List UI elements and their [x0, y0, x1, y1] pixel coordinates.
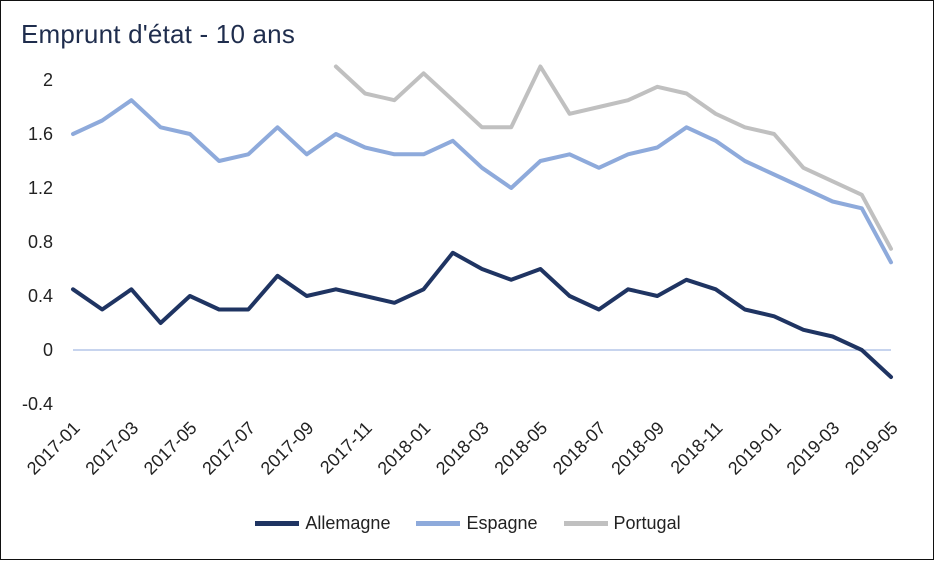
y-tick-label: 0.4 [28, 286, 53, 306]
x-tick-label: 2019-05 [841, 418, 902, 479]
x-tick-label: 2018-07 [549, 418, 610, 479]
x-tick-label: 2018-05 [490, 418, 551, 479]
legend-label: Espagne [466, 513, 538, 533]
x-tick-label: 2018-03 [432, 418, 493, 479]
x-tick-label: 2017-05 [140, 418, 201, 479]
x-tick-label: 2019-03 [783, 418, 844, 479]
x-tick-label: 2019-01 [724, 418, 785, 479]
x-tick-label: 2018-01 [374, 418, 435, 479]
x-tick-label: 2018-11 [667, 418, 727, 478]
x-tick-label: 2017-09 [257, 418, 318, 479]
y-tick-label: 2 [43, 70, 53, 90]
legend-item: Espagne [416, 513, 538, 534]
legend-label: Allemagne [305, 513, 391, 533]
legend-swatch [563, 521, 608, 526]
y-tick-label: 0.8 [28, 232, 53, 252]
x-tick-label: 2017-03 [81, 418, 142, 479]
y-tick-label: 1.2 [28, 178, 53, 198]
series-line-portugal [333, 64, 893, 251]
x-tick-label: 2018-09 [607, 418, 668, 479]
y-tick-label: 1.6 [28, 124, 53, 144]
x-tick-label: 2017-07 [198, 418, 259, 479]
legend: Allemagne Espagne Portugal [1, 513, 934, 534]
legend-swatch [416, 521, 461, 526]
y-tick-label: -0.4 [22, 394, 53, 414]
x-tick-label: 2017-01 [23, 418, 84, 479]
legend-item: Allemagne [255, 513, 390, 534]
legend-label: Portugal [613, 513, 681, 533]
series-line-espagne [71, 98, 893, 265]
series-line-allemagne [71, 250, 893, 379]
chart-title: Emprunt d'état - 10 ans [21, 19, 296, 49]
y-tick-label: 0 [43, 340, 53, 360]
x-tick-label: 2017-11 [316, 418, 376, 478]
legend-swatch [255, 521, 300, 526]
legend-item: Portugal [563, 513, 681, 534]
